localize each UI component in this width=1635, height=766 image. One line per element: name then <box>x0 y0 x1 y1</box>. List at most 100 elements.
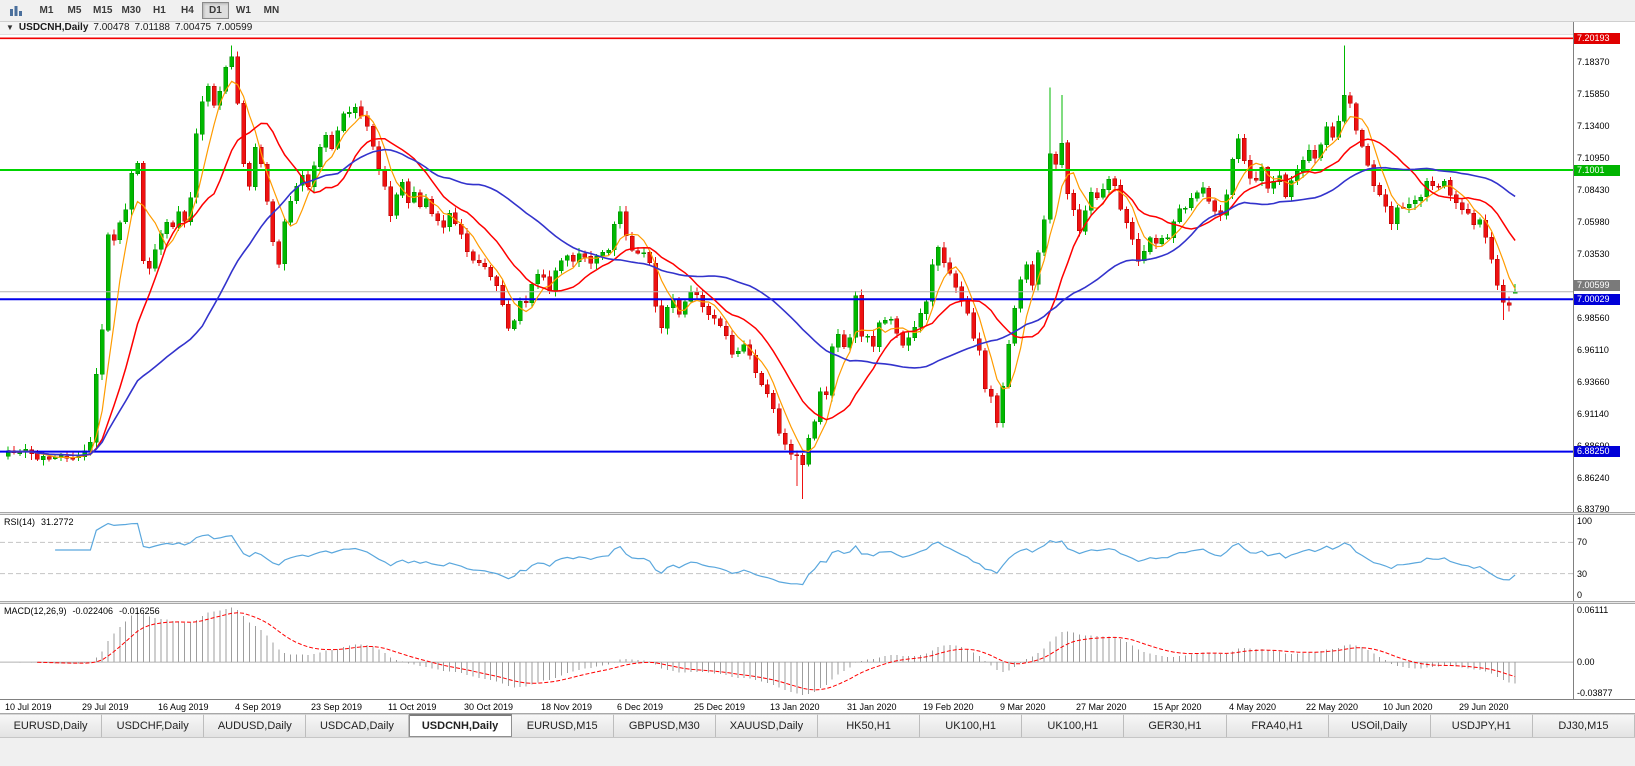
time-axis-label: 13 Jan 2020 <box>770 702 820 712</box>
timeframe-button-d1[interactable]: D1 <box>201 2 229 19</box>
price-scale[interactable]: 7.18370 7.15850 7.13400 7.10950 7.08430 7.059… <box>1573 22 1635 713</box>
price-chart-canvas[interactable] <box>0 22 1573 512</box>
chart-tab-audusd-daily[interactable]: AUDUSD,Daily <box>204 714 307 737</box>
ohlc-low: 7.00475 <box>174 22 212 33</box>
time-axis-label: 4 Sep 2019 <box>235 702 282 712</box>
time-axis-label: 25 Dec 2019 <box>694 702 746 712</box>
chart-tab-uk100-h1[interactable]: UK100,H1 <box>1022 714 1125 737</box>
timeframe-toolbar: M1 M5 M15 M30 H1 H4 D1 W1 MN <box>0 0 1635 22</box>
chart-icon[interactable] <box>6 3 26 19</box>
price-scale-label: 6.96110 <box>1577 344 1609 355</box>
time-axis-label: 11 Oct 2019 <box>388 702 437 712</box>
price-scale-label: 7.08430 <box>1577 185 1610 196</box>
pane-splitter[interactable] <box>0 601 1635 604</box>
chart-area[interactable]: ▼ USDCNH,Daily 7.00478 7.01188 7.00475 7… <box>0 22 1635 713</box>
chart-tab-usdchf-daily[interactable]: USDCHF,Daily <box>102 714 205 737</box>
time-axis-label: 31 Jan 2020 <box>847 702 897 712</box>
price-scale-label: 7.18370 <box>1577 56 1610 67</box>
price-scale-label: 7.10950 <box>1577 152 1610 163</box>
chart-tab-fra40-h1[interactable]: FRA40,H1 <box>1226 714 1329 737</box>
time-axis-label: 15 Apr 2020 <box>1153 702 1202 712</box>
time-axis-label: 23 Sep 2019 <box>311 702 363 712</box>
one-click-trading-arrow-icon[interactable]: ▼ <box>6 23 14 32</box>
chart-tab-xauusd-daily[interactable]: XAUUSD,Daily <box>715 714 818 737</box>
chart-tab-ger30-h1[interactable]: GER30,H1 <box>1124 714 1227 737</box>
macd-name: MACD(12,26,9) <box>4 606 67 616</box>
price-tag: 7.00029 <box>1574 293 1620 305</box>
indicator-scale-label: 70 <box>1577 537 1588 548</box>
price-scale-label: 7.13400 <box>1577 121 1610 132</box>
chart-tab-dj30-m15[interactable]: DJ30,M15 <box>1532 714 1635 737</box>
chart-tab-usdcnh-daily[interactable]: USDCNH,Daily <box>408 714 512 737</box>
price-scale-label: 6.83790 <box>1577 504 1610 515</box>
rsi-name: RSI(14) <box>4 517 36 527</box>
indicator-scale-label: 100 <box>1577 516 1593 526</box>
price-tag: 6.88250 <box>1574 446 1620 458</box>
time-axis-label: 16 Aug 2019 <box>158 702 209 712</box>
macd-signal-value: -0.016256 <box>119 606 160 616</box>
timeframe-button-m30[interactable]: M30 <box>121 5 141 16</box>
rsi-canvas[interactable] <box>0 515 1573 601</box>
chart-symbol-label: USDCNH,Daily <box>18 22 89 33</box>
indicator-scale-label: -0.03877 <box>1577 688 1613 698</box>
time-axis[interactable]: 10 Jul 2019 29 Jul 2019 16 Aug 2019 4 Sep 2… <box>0 699 1635 713</box>
time-axis-label: 6 Dec 2019 <box>617 702 664 712</box>
rsi-value: 31.2772 <box>41 517 74 527</box>
time-axis-label: 29 Jun 2020 <box>1459 702 1509 712</box>
timeframe-buttons: M1 M5 M15 M30 H1 H4 D1 W1 MN <box>33 2 285 19</box>
timeframe-button-h4[interactable]: H4 <box>181 5 194 16</box>
ohlc-open: 7.00478 <box>93 22 130 33</box>
chart-tab-usdcad-daily[interactable]: USDCAD,Daily <box>306 714 409 737</box>
price-scale-label: 7.15850 <box>1577 89 1610 100</box>
macd-main-value: -0.022406 <box>72 606 114 616</box>
chart-icon-glyph <box>10 5 22 16</box>
indicator-scale-label: 0.06111 <box>1577 605 1609 615</box>
indicator-scale-label: 0 <box>1577 590 1583 600</box>
time-axis-label: 4 May 2020 <box>1229 702 1277 712</box>
time-axis-label: 29 Jul 2019 <box>82 702 129 712</box>
price-scale-label: 6.88690 <box>1577 441 1610 451</box>
price-scale-label: 6.98560 <box>1577 313 1610 324</box>
rsi-label: RSI(14) 31.2772 <box>4 517 74 527</box>
status-bar <box>0 737 1635 766</box>
chart-tab-uk100-h1[interactable]: UK100,H1 <box>920 714 1023 737</box>
price-tag: 7.00599 <box>1574 279 1620 291</box>
timeframe-button-m1[interactable]: M1 <box>39 5 54 16</box>
chart-tab-usoil-daily[interactable]: USOil,Daily <box>1328 714 1431 737</box>
macd-canvas[interactable] <box>0 604 1573 699</box>
time-axis-label: 9 Mar 2020 <box>1000 702 1046 712</box>
time-axis-label: 30 Oct 2019 <box>464 702 514 712</box>
price-scale-label: 6.91140 <box>1577 409 1609 420</box>
chart-tab-eurusd-daily[interactable]: EURUSD,Daily <box>0 714 103 737</box>
price-tag: 7.1001 <box>1574 164 1620 176</box>
ohlc-high: 7.01188 <box>134 22 170 33</box>
ohlc-close: 7.00599 <box>216 22 253 33</box>
chart-title-bar: ▼ USDCNH,Daily 7.00478 7.01188 7.00475 7… <box>0 22 1573 35</box>
price-scale-label: 7.03530 <box>1577 248 1610 259</box>
macd-label: MACD(12,26,9) -0.022406 -0.016256 <box>4 606 160 616</box>
chart-tab-gbpusd-m30[interactable]: GBPUSD,M30 <box>613 714 716 737</box>
indicator-scale-label: 30 <box>1577 568 1588 579</box>
indicator-scale-label: 0.00 <box>1577 657 1595 668</box>
time-axis-label: 27 Mar 2020 <box>1076 702 1127 712</box>
time-axis-label: 10 Jul 2019 <box>5 702 52 712</box>
time-axis-label: 22 May 2020 <box>1306 702 1359 712</box>
price-scale-label: 6.93660 <box>1577 376 1610 387</box>
price-tag: 7.20193 <box>1574 32 1620 44</box>
chart-tab-usdjpy-h1[interactable]: USDJPY,H1 <box>1430 714 1533 737</box>
time-axis-label: 19 Feb 2020 <box>923 702 974 712</box>
timeframe-button-h1[interactable]: H1 <box>153 5 166 16</box>
timeframe-button-m5[interactable]: M5 <box>67 5 82 16</box>
price-scale-label: 7.05980 <box>1577 217 1610 228</box>
timeframe-button-w1[interactable]: W1 <box>235 5 251 16</box>
time-axis-label: 10 Jun 2020 <box>1383 702 1433 712</box>
price-scale-label: 6.86240 <box>1577 472 1610 483</box>
chart-tab-hk50-h1[interactable]: HK50,H1 <box>818 714 921 737</box>
timeframe-button-mn[interactable]: MN <box>263 5 280 16</box>
time-axis-label: 18 Nov 2019 <box>541 702 593 712</box>
chart-tab-eurusd-m15[interactable]: EURUSD,M15 <box>511 714 614 737</box>
chart-tab-bar: EURUSD,Daily USDCHF,Daily AUDUSD,Daily USDC… <box>0 713 1635 737</box>
timeframe-button-m15[interactable]: M15 <box>93 5 113 16</box>
pane-splitter[interactable] <box>0 512 1635 515</box>
